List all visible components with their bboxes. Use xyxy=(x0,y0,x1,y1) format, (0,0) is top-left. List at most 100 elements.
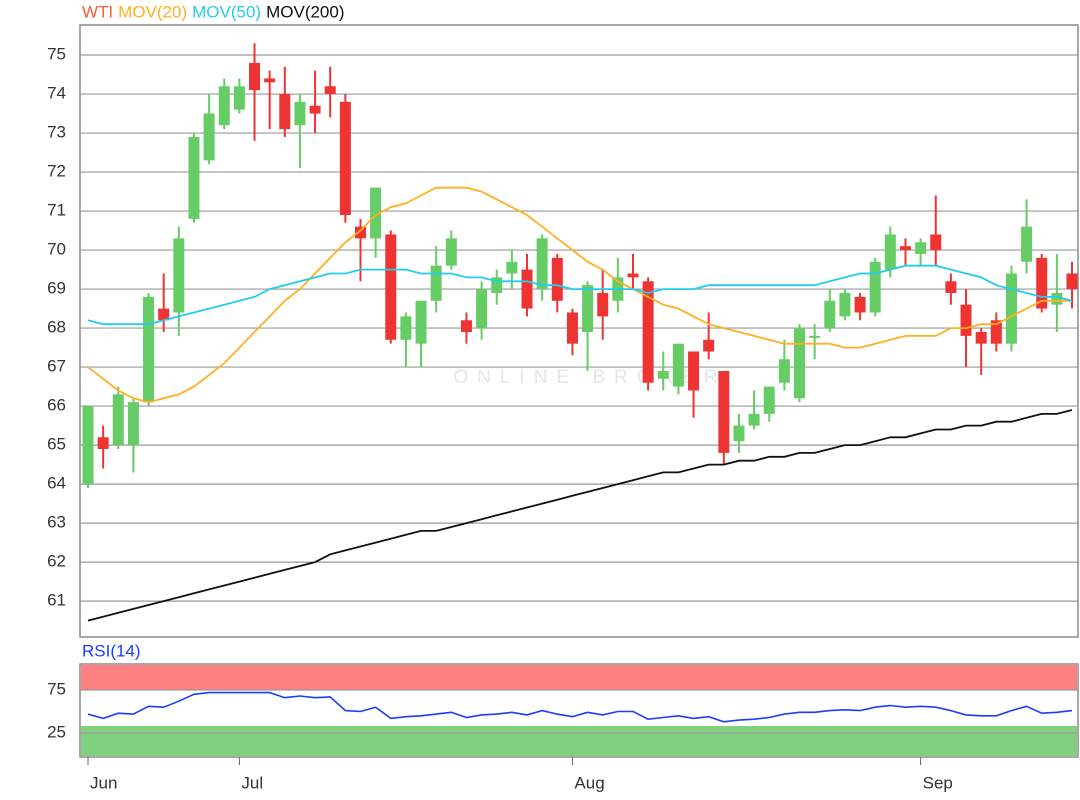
candle-body xyxy=(551,257,563,301)
candle-body xyxy=(370,187,382,239)
candle-body xyxy=(718,370,730,453)
candle-body xyxy=(657,370,669,379)
candle-body xyxy=(112,394,124,446)
x-tick-label: Sep xyxy=(923,773,953,792)
candle-body xyxy=(930,234,942,251)
y-tick-label: 75 xyxy=(47,679,66,698)
line-series xyxy=(87,264,1073,326)
watermark: ONLINE BROKER xyxy=(453,367,726,388)
candle-body xyxy=(778,359,790,383)
candle-body xyxy=(249,62,261,91)
candle-body xyxy=(627,273,639,278)
candle-body xyxy=(460,320,472,332)
candle-body xyxy=(794,328,806,399)
candle-body xyxy=(566,312,578,344)
y-tick-label: 25 xyxy=(47,722,66,741)
line-series xyxy=(87,186,1072,404)
x-tick-label: Jul xyxy=(241,773,263,792)
candle-body xyxy=(990,320,1002,344)
candle-body xyxy=(763,386,775,414)
candle-body xyxy=(506,261,518,274)
candle-body xyxy=(884,234,896,270)
candle-body xyxy=(536,238,548,290)
y-tick-label: 71 xyxy=(47,201,66,220)
candle-body xyxy=(809,335,821,338)
candle-body xyxy=(597,292,609,317)
y-tick-label: 74 xyxy=(47,84,66,103)
y-tick-label: 72 xyxy=(47,162,66,181)
candle-body xyxy=(203,113,215,161)
candle-body xyxy=(945,281,957,293)
candle-body xyxy=(264,78,276,83)
candle-body xyxy=(127,402,139,446)
candle-body xyxy=(869,261,881,313)
candle-body xyxy=(1036,257,1048,309)
x-tick-label: Jun xyxy=(90,773,117,792)
y-tick-label: 70 xyxy=(47,240,66,259)
candle-body xyxy=(975,331,987,344)
candle-body xyxy=(324,86,336,95)
candle-body xyxy=(1066,273,1078,290)
candle-body xyxy=(415,300,427,344)
candle-body xyxy=(733,425,745,442)
candle-body xyxy=(1005,273,1017,344)
candle-body xyxy=(385,234,397,340)
legend-entry: RSI(14) xyxy=(82,641,141,660)
plot-area xyxy=(79,24,1079,638)
candle-body xyxy=(1051,292,1063,305)
y-tick-label: 69 xyxy=(47,279,66,298)
line-series xyxy=(87,691,1073,723)
candle-body xyxy=(188,136,200,219)
y-tick-label: 66 xyxy=(47,396,66,415)
candle-body xyxy=(400,316,412,340)
oversold-band xyxy=(81,725,1077,756)
legend-entry: MOV(200) xyxy=(266,2,344,21)
y-tick-label: 63 xyxy=(47,513,66,532)
y-tick-label: 61 xyxy=(47,591,66,610)
y-tick-label: 67 xyxy=(47,357,66,376)
legend-entry: WTI xyxy=(82,2,113,21)
candle-body xyxy=(642,281,654,383)
candle-body xyxy=(582,285,594,332)
candle-body xyxy=(143,296,155,403)
candle-body xyxy=(748,413,760,426)
candle-body xyxy=(339,101,351,215)
line-series xyxy=(87,409,1073,622)
legend-entry: MOV(20) xyxy=(118,2,187,21)
candle-body xyxy=(218,86,230,126)
candle-body xyxy=(839,292,851,317)
candle-body xyxy=(82,406,94,485)
candle-body xyxy=(430,265,442,301)
candle-body xyxy=(309,105,321,114)
candle-body xyxy=(294,101,306,126)
candle-body xyxy=(476,289,488,329)
candle-body xyxy=(521,269,533,309)
candle-body xyxy=(854,296,866,313)
legend-entry: MOV(50) xyxy=(192,2,261,21)
candle-body xyxy=(1021,226,1033,262)
candle-body xyxy=(824,300,836,329)
candle-body xyxy=(491,277,503,293)
y-tick-label: 73 xyxy=(47,123,66,142)
candle-body xyxy=(445,238,457,266)
y-tick-label: 64 xyxy=(47,474,66,493)
candle-body xyxy=(703,339,715,352)
candle-body xyxy=(233,86,245,110)
y-tick-label: 65 xyxy=(47,435,66,454)
candle-body xyxy=(173,238,185,313)
x-tick-label: Aug xyxy=(574,773,604,792)
candle-body xyxy=(354,226,366,239)
candle-body xyxy=(915,242,927,254)
candle-body xyxy=(688,351,700,391)
candle-body xyxy=(899,246,911,251)
candle-body xyxy=(960,304,972,336)
candle-body xyxy=(97,437,109,449)
candle-body xyxy=(672,343,684,387)
y-tick-label: 75 xyxy=(47,45,66,64)
candle-body xyxy=(158,308,170,321)
y-tick-label: 62 xyxy=(47,552,66,571)
y-tick-label: 68 xyxy=(47,318,66,337)
overbought-band xyxy=(81,665,1077,690)
